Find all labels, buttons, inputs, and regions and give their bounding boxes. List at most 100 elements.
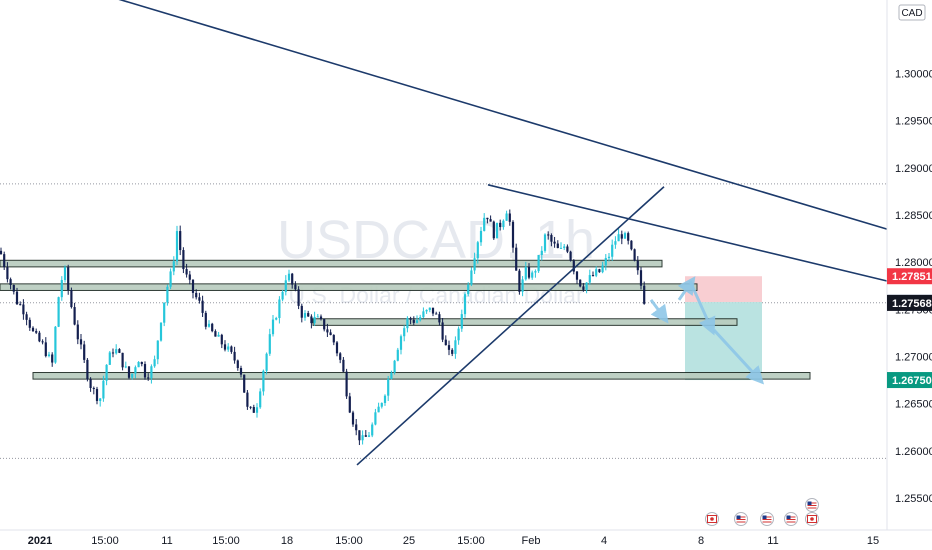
candle-body — [118, 349, 121, 353]
projection-arrow[interactable] — [688, 280, 716, 336]
candle-body — [588, 275, 591, 283]
candle-body — [595, 269, 598, 276]
candle-body — [643, 285, 646, 304]
candle-body — [403, 328, 406, 337]
candle-body — [499, 222, 502, 228]
maple-leaf-icon — [710, 517, 714, 521]
candle-body — [415, 320, 419, 323]
candle-body — [335, 342, 339, 354]
candle-body — [607, 256, 611, 259]
economic-event-markers[interactable] — [705, 498, 819, 526]
candle-body — [131, 373, 134, 378]
trendline[interactable] — [356, 186, 665, 466]
candle-body — [6, 267, 9, 280]
candle-body — [447, 345, 451, 350]
candle-body — [35, 331, 38, 333]
candle-body — [457, 328, 460, 341]
candle-body — [438, 314, 441, 323]
candle-body — [121, 352, 124, 368]
time-axis[interactable] — [0, 530, 932, 550]
projection-arrow[interactable] — [649, 298, 669, 324]
price-zone[interactable] — [312, 318, 738, 326]
candle-body — [617, 234, 620, 242]
candle-body — [505, 213, 508, 221]
trendlines[interactable] — [115, 0, 888, 466]
trendline[interactable] — [487, 184, 888, 282]
trendline[interactable] — [115, 0, 888, 230]
us-flag-canton — [762, 515, 767, 519]
time-tick-label: 2021 — [28, 535, 52, 547]
candle-body — [60, 279, 63, 298]
price-badge — [887, 372, 932, 389]
candle-body — [44, 342, 47, 357]
candle-body — [521, 279, 524, 292]
candle-body — [604, 258, 607, 266]
candle-body — [559, 247, 563, 249]
candle-body — [579, 279, 582, 287]
time-tick-label: 15:00 — [212, 535, 240, 547]
candle-body — [207, 323, 211, 327]
candle-body — [633, 249, 636, 261]
price-zone[interactable] — [0, 259, 663, 268]
candle-body — [511, 221, 515, 248]
price-tick-label: 1.28500 — [895, 210, 932, 222]
candle-body — [54, 326, 57, 363]
candle-body — [345, 371, 348, 397]
price-badge-label: 1.27568 — [892, 298, 932, 310]
candle-body — [556, 243, 559, 249]
candle-body — [137, 362, 140, 368]
short-position-tool[interactable] — [685, 276, 762, 381]
projection-arrows[interactable] — [649, 276, 765, 385]
candle-body — [236, 360, 239, 369]
projection-arrow[interactable] — [712, 329, 765, 385]
candle-body — [230, 346, 233, 352]
time-tick-label: 4 — [601, 535, 607, 547]
candle-body — [95, 388, 99, 401]
candle-body — [601, 265, 604, 273]
price-badge-label: 1.26750 — [892, 375, 932, 387]
candle-body — [463, 294, 467, 315]
candle-body — [303, 313, 307, 318]
candlestick-series — [0, 209, 646, 446]
candle-body — [166, 286, 169, 303]
support-resistance-zones[interactable] — [0, 259, 811, 380]
candle-body — [86, 359, 89, 380]
candle-body — [67, 267, 70, 291]
candle-body — [265, 353, 268, 371]
candle-body — [233, 351, 236, 361]
time-tick-label: 8 — [698, 535, 704, 547]
candle-body — [51, 354, 54, 363]
candle-body — [287, 273, 291, 281]
candle-body — [342, 359, 345, 372]
candle-body — [300, 305, 303, 318]
candle-body — [451, 349, 454, 354]
candle-body — [553, 241, 556, 244]
candle-body — [441, 322, 444, 340]
candle-body — [172, 261, 175, 272]
candle-body — [566, 246, 569, 252]
price-badge — [887, 294, 932, 311]
price-zone[interactable] — [0, 283, 698, 291]
time-tick-label: 18 — [281, 535, 293, 547]
candle-body — [111, 352, 115, 354]
price-zone[interactable] — [32, 372, 811, 380]
candle-body — [73, 307, 76, 325]
us-flag-canton — [786, 515, 791, 519]
time-tick-label: 15:00 — [457, 535, 485, 547]
candle-body — [390, 372, 393, 379]
candle-body — [524, 266, 527, 280]
candle-body — [419, 317, 422, 321]
candle-body — [454, 340, 457, 354]
candle-body — [550, 235, 553, 242]
price-tick-label: 1.30000 — [895, 69, 932, 81]
candle-body — [246, 392, 249, 407]
price-axis[interactable] — [887, 0, 932, 530]
currency-label-box[interactable]: CAD — [898, 4, 926, 21]
candle-body — [9, 279, 12, 285]
candle-body — [611, 244, 614, 257]
candle-body — [479, 230, 483, 243]
candle-body — [358, 430, 361, 441]
candle-body — [406, 318, 409, 329]
price-badge-label: 1.27851 — [892, 271, 932, 283]
